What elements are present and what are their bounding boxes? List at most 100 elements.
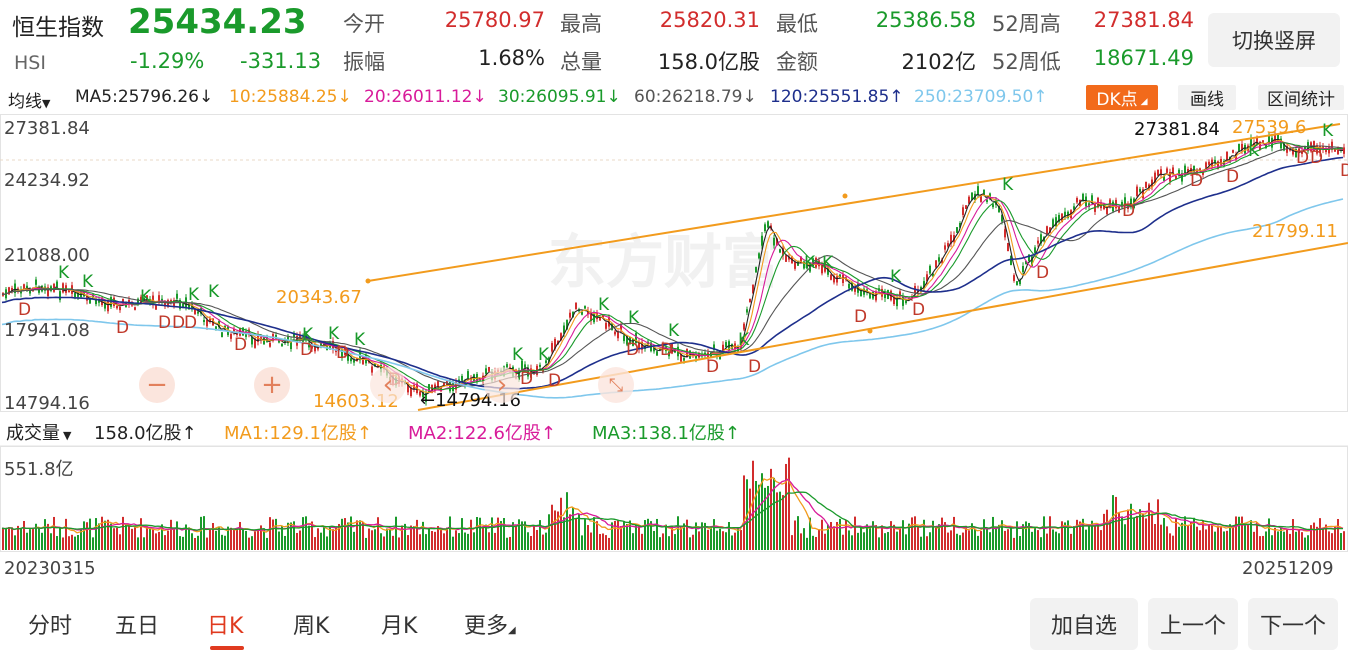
zoom-in-button[interactable]: + — [254, 367, 290, 403]
volume-bar — [875, 525, 877, 550]
candle-body — [1250, 138, 1252, 146]
volume-bar — [1160, 524, 1162, 550]
volume-bar — [98, 523, 100, 550]
volume-bar — [635, 524, 637, 550]
candle-body — [428, 384, 430, 393]
volume-bar — [611, 522, 613, 550]
interval-stats-button[interactable]: 区间统计 — [1258, 85, 1344, 110]
tab-five-day[interactable]: 五日 — [115, 614, 160, 639]
switch-portrait-button[interactable]: 切换竖屏 — [1208, 13, 1340, 67]
volume-bar — [455, 530, 457, 550]
volume-bar — [467, 533, 469, 550]
candle-body — [614, 331, 616, 335]
dk-markers: KKDDKDDDKKDDDKKKDDDKKKKDDKDDKKKDKDKDDDDK… — [18, 121, 1348, 391]
candle-body — [1010, 255, 1012, 266]
volume-bar — [464, 532, 466, 550]
candle-body — [842, 274, 844, 283]
candle-body — [1220, 158, 1222, 165]
candle-body — [488, 367, 490, 372]
volume-bar — [1277, 531, 1279, 550]
tab-weekly-k[interactable]: 周K — [293, 614, 330, 639]
volume-bar — [1025, 521, 1027, 550]
volume-bar — [779, 491, 781, 550]
tab-daily-k[interactable]: 日K — [207, 614, 244, 639]
candle-body — [785, 255, 787, 262]
scroll-left-button[interactable]: ‹ — [370, 367, 406, 403]
tab-intraday[interactable]: 分时 — [28, 614, 73, 639]
candle-body — [1025, 260, 1027, 265]
volume-bar — [461, 518, 463, 550]
candle-body — [1166, 168, 1168, 173]
volume-bar — [800, 533, 802, 550]
volume-bar — [449, 516, 451, 550]
zoom-out-button[interactable]: − — [139, 367, 175, 403]
ma-selector[interactable]: 均线▼ — [8, 87, 50, 112]
price-axis-label: 17941.08 — [4, 320, 90, 341]
volume-bar — [614, 520, 616, 550]
volume-bar — [1325, 524, 1327, 550]
volume-bar — [1253, 531, 1255, 550]
candle-body — [680, 354, 682, 362]
volume-bar — [500, 521, 502, 550]
volume-bar — [1103, 513, 1105, 550]
draw-line-button[interactable]: 画线 — [1178, 85, 1236, 110]
reset-zoom-button[interactable]: ⤡ — [598, 367, 634, 403]
tab-monthly-k[interactable]: 月K — [381, 614, 418, 639]
volume-bar — [1226, 530, 1228, 550]
volume-bar — [329, 526, 331, 550]
d-marker: D — [158, 313, 171, 333]
candle-body — [209, 318, 211, 322]
candle-body — [962, 207, 964, 215]
corner-arrow-icon: ◢ — [1140, 96, 1148, 107]
volume-bar — [485, 524, 487, 550]
volume-selector[interactable]: 成交量 ▼ — [6, 419, 71, 445]
volume-bar — [899, 528, 901, 550]
stat-label-volume: 总量 — [560, 50, 602, 74]
candle-body — [203, 319, 205, 323]
candle-body — [1058, 215, 1060, 222]
volume-bar — [944, 522, 946, 550]
k-marker: K — [668, 321, 680, 341]
volume-bar — [1172, 535, 1174, 550]
volume-bar — [308, 525, 310, 550]
tab-more[interactable]: 更多◢ — [464, 608, 516, 640]
ma-legend-bar: 均线▼ MA5:25796.26↓ 10:25884.25↓ 20:26011.… — [0, 84, 1348, 112]
volume-bar — [914, 516, 916, 550]
volume-bar — [680, 527, 682, 550]
volume-bar — [1127, 509, 1129, 550]
volume-bar — [515, 524, 517, 550]
volume-bar — [260, 525, 262, 550]
next-button[interactable]: 下一个 — [1248, 598, 1338, 650]
volume-bar — [1163, 518, 1165, 550]
add-watchlist-button[interactable]: 加自选 — [1030, 598, 1138, 650]
volume-bar — [812, 535, 814, 550]
scroll-right-button[interactable]: › — [484, 367, 520, 403]
volume-bar — [320, 532, 322, 550]
candle-body — [653, 347, 655, 352]
candle-body — [602, 315, 604, 319]
volume-bar — [1079, 521, 1081, 550]
volume-bar — [536, 529, 538, 550]
volume-bar — [335, 526, 337, 550]
price-axis-label: 21088.00 — [4, 245, 90, 266]
volume-bar — [1328, 531, 1330, 550]
volume-bar — [869, 527, 871, 550]
candle-body — [35, 279, 37, 285]
volume-bar — [242, 529, 244, 550]
volume-bar — [191, 533, 193, 550]
volume-bar — [533, 525, 535, 550]
candle-body — [1241, 143, 1243, 151]
volume-bar — [638, 526, 640, 550]
volume-bar — [764, 487, 766, 550]
candle-body — [158, 295, 160, 302]
volume-bar — [575, 518, 577, 550]
candle-body — [29, 289, 31, 294]
previous-button[interactable]: 上一个 — [1148, 598, 1238, 650]
volume-bar — [92, 537, 94, 550]
candle-body — [983, 189, 985, 196]
dk-point-button[interactable]: DK点 ◢ — [1086, 85, 1158, 110]
volume-bar — [179, 536, 181, 550]
volume-bar — [995, 527, 997, 550]
volume-bar — [206, 537, 208, 550]
